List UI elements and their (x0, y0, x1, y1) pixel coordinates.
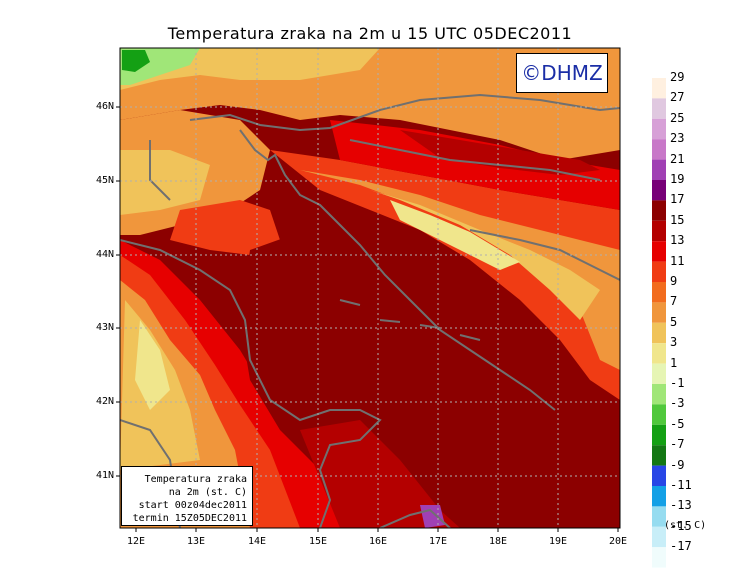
legend-swatch (652, 159, 666, 180)
legend-label: 3 (670, 335, 678, 350)
legend-label: -9 (670, 457, 685, 472)
legend-label: 17 (670, 192, 685, 207)
legend-swatch (652, 465, 666, 486)
legend-label: -5 (670, 416, 685, 431)
legend-swatch (652, 118, 666, 140)
po-valley-cool (120, 150, 210, 215)
legend-label: -3 (670, 396, 685, 411)
legend-label: 19 (670, 172, 685, 186)
legend-label: 29 (670, 70, 685, 84)
sava-border (349, 139, 601, 181)
lon-label: 16E (368, 536, 388, 547)
lat-label: 46N (95, 101, 114, 112)
pannonian-red (330, 120, 620, 210)
legend-swatch (652, 322, 666, 344)
run-info-box: Temperatura zraka na 2m (st. C) start 00… (121, 466, 253, 526)
salento-coast (379, 508, 451, 528)
lat-label: 44N (95, 249, 114, 260)
legend-label: 5 (670, 314, 678, 329)
bosnia-border (469, 229, 620, 281)
legend-swatch (652, 241, 666, 262)
info-line: Temperatura zraka (144, 474, 247, 485)
legend-swatch (652, 139, 666, 160)
po-border (149, 140, 171, 201)
legend-label: -13 (670, 498, 692, 513)
legend-label: 25 (670, 110, 685, 125)
legend-label: -17 (670, 539, 692, 554)
legend-swatch (652, 547, 666, 568)
info-line: start 00z04dec2011 (138, 500, 247, 511)
dalmatian-islands (339, 299, 481, 341)
ionian-coast (300, 420, 460, 528)
italian-coastline (120, 239, 382, 528)
legend-label: 9 (670, 274, 678, 288)
lon-label: 13E (186, 536, 206, 547)
legend-label: -1 (670, 376, 685, 390)
balkan-band (270, 150, 620, 400)
lon-label: 19E (548, 536, 568, 547)
legend-swatch (652, 98, 666, 119)
lat-label: 42N (95, 396, 114, 407)
legend-label: 27 (670, 90, 685, 105)
legend-label: 7 (670, 294, 678, 309)
dinaric-peaks (390, 200, 520, 270)
lat-label: 41N (95, 470, 114, 481)
dinaric-cool (340, 180, 600, 320)
lon-label: 12E (126, 536, 146, 547)
legend-label: 23 (670, 131, 685, 146)
color-legend (652, 78, 666, 568)
legend-swatch (652, 424, 666, 446)
legend-swatch (652, 384, 666, 405)
croatian-coastline (239, 129, 556, 411)
info-line: na 2m (st. C) (168, 487, 247, 498)
legend-swatch (652, 78, 666, 99)
legend-swatch (652, 282, 666, 303)
legend-swatch (652, 343, 666, 364)
lon-label: 15E (308, 536, 328, 547)
alps-cold-core (122, 50, 150, 72)
legend-swatch (652, 180, 666, 201)
legend-swatch (652, 302, 666, 323)
map-frame (119, 47, 621, 529)
info-line: termin 15Z05DEC2011 (132, 513, 247, 524)
map-title: Temperatura zraka na 2m u 15 UTC 05DEC20… (167, 24, 573, 43)
legend-label: 21 (670, 151, 685, 166)
north-adriatic (170, 200, 280, 255)
lat-label: 43N (95, 322, 114, 333)
lon-label: 18E (488, 536, 508, 547)
lon-label: 17E (428, 536, 448, 547)
legend-label: 11 (670, 253, 685, 268)
legend-unit: (st. C) (664, 520, 707, 531)
legend-swatch (652, 404, 666, 425)
axis-ticks (116, 106, 619, 532)
legend-swatch (652, 526, 666, 548)
legend-swatch (652, 363, 666, 384)
lat-label: 45N (95, 175, 114, 186)
italy-ridge (135, 320, 170, 410)
legend-label: -11 (670, 478, 692, 492)
legend-label: -15 (670, 518, 692, 533)
legend-swatch (652, 445, 666, 466)
legend-swatch (652, 261, 666, 282)
legend-swatch (652, 506, 666, 527)
lon-label: 14E (247, 536, 267, 547)
graticule (120, 48, 620, 528)
legend-swatch (652, 220, 666, 242)
legend-label: 1 (670, 355, 678, 370)
legend-label: -7 (670, 437, 685, 452)
pannonian-dark (400, 130, 600, 175)
legend-label: 15 (670, 212, 685, 227)
legend-swatch (652, 200, 666, 221)
northern-border (189, 93, 620, 132)
legend-label: 13 (670, 233, 685, 248)
dhmz-logo: ©DHMZ (516, 53, 608, 93)
legend-swatch (652, 486, 666, 507)
lon-label: 20E (608, 536, 628, 547)
